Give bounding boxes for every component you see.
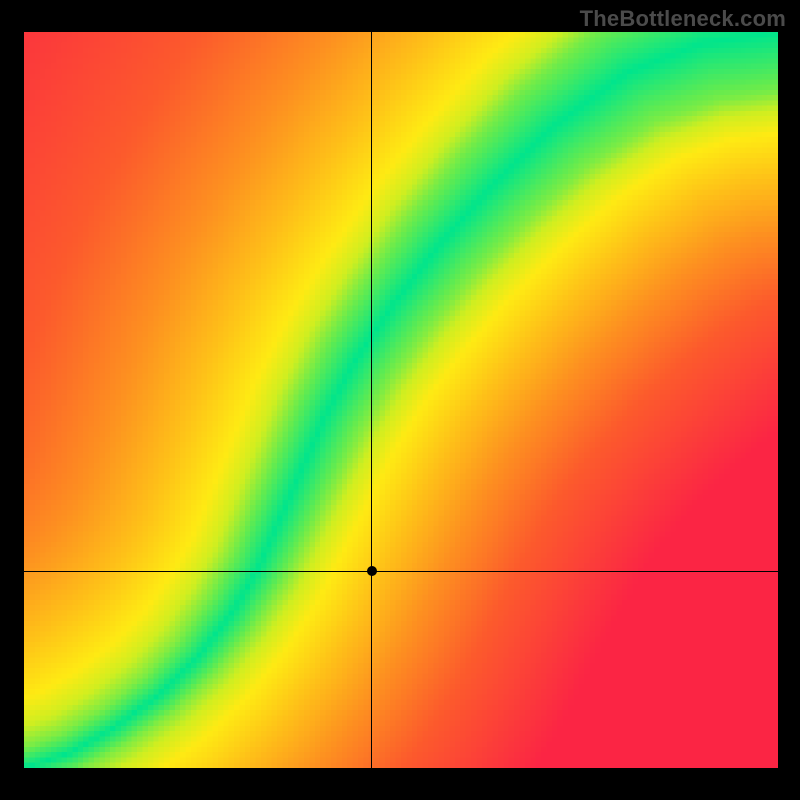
crosshair-horizontal (24, 571, 778, 572)
crosshair-vertical (371, 32, 372, 768)
watermark-text: TheBottleneck.com (580, 6, 786, 32)
frame-right (778, 32, 800, 768)
bottleneck-heatmap (24, 32, 778, 768)
frame-bottom (0, 768, 800, 800)
frame-left (0, 32, 24, 768)
chart-container: TheBottleneck.com (0, 0, 800, 800)
